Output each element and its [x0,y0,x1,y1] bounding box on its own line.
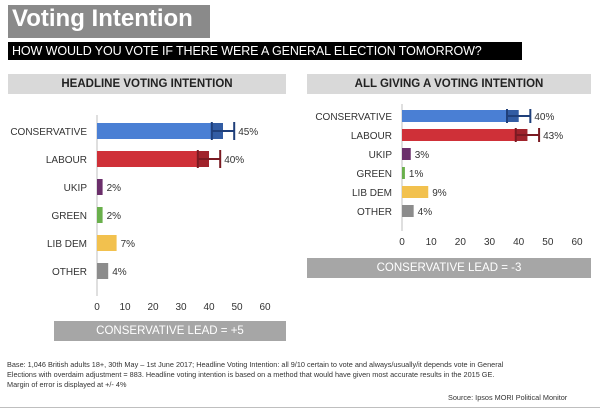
category-label: LABOUR [351,131,392,142]
left-lead-bar [54,321,286,341]
bar [97,263,109,279]
source-note: Source: Ipsos MORI Political Monitor [448,393,568,402]
category-label: GREEN [356,169,392,180]
bar [402,148,411,160]
category-label: UKIP [64,183,88,194]
page-title: Voting Intention [12,5,193,32]
page-subtitle: HOW WOULD YOU VOTE IF THERE WERE A GENER… [12,44,482,58]
data-label: 7% [121,239,136,250]
data-label: 45% [238,127,258,138]
bar [402,186,429,198]
bar [97,235,117,251]
x-tick-label: 50 [231,302,243,313]
x-tick-label: 60 [259,302,271,313]
bar [97,179,103,195]
bar [402,205,414,217]
data-label: 43% [543,131,563,142]
x-tick-label: 20 [147,302,159,313]
data-label: 1% [409,169,424,180]
x-tick-label: 10 [426,237,438,248]
data-label: 40% [224,155,244,166]
right-lead-bar [307,258,591,278]
data-label: 9% [432,188,447,199]
bar [97,207,103,223]
x-tick-label: 30 [484,237,496,248]
bar [402,167,405,179]
data-label: 40% [534,112,554,123]
x-tick-label: 40 [513,237,525,248]
x-tick-label: 30 [175,302,187,313]
data-label: 4% [112,267,127,278]
x-tick-label: 50 [542,237,554,248]
category-label: UKIP [369,150,393,161]
x-tick-label: 40 [203,302,215,313]
bar [97,151,209,167]
category-label: OTHER [357,207,392,218]
subtitle-background [8,42,522,60]
x-tick-label: 10 [119,302,131,313]
x-tick-label: 0 [94,302,100,313]
data-label: 2% [107,183,122,194]
left-lead-text: CONSERVATIVE LEAD = +5 [96,325,244,337]
left-chart-title: HEADLINE VOTING INTENTION [61,78,233,90]
category-label: LIB DEM [47,239,87,250]
data-label: 4% [418,207,433,218]
x-tick-label: 0 [399,237,405,248]
right-lead-text: CONSERVATIVE LEAD = -3 [376,262,522,274]
category-label: LIB DEM [352,188,392,199]
data-label: 2% [107,211,122,222]
right-chart-title: ALL GIVING A VOTING INTENTION [354,78,544,90]
category-label: LABOUR [46,155,87,166]
category-label: CONSERVATIVE [10,127,87,138]
base-note: Base: 1,046 British adults 18+, 30th May… [7,360,504,389]
bar [402,110,519,122]
bar [97,123,223,139]
data-label: 3% [415,150,430,161]
category-label: CONSERVATIVE [315,112,392,123]
title-background [8,5,210,38]
left-panel-header [8,74,286,94]
x-tick-label: 20 [455,237,467,248]
right-panel-header [307,74,591,94]
bar [402,129,528,141]
category-label: OTHER [52,267,87,278]
divider [0,407,600,408]
category-label: GREEN [51,211,87,222]
x-tick-label: 60 [571,237,583,248]
